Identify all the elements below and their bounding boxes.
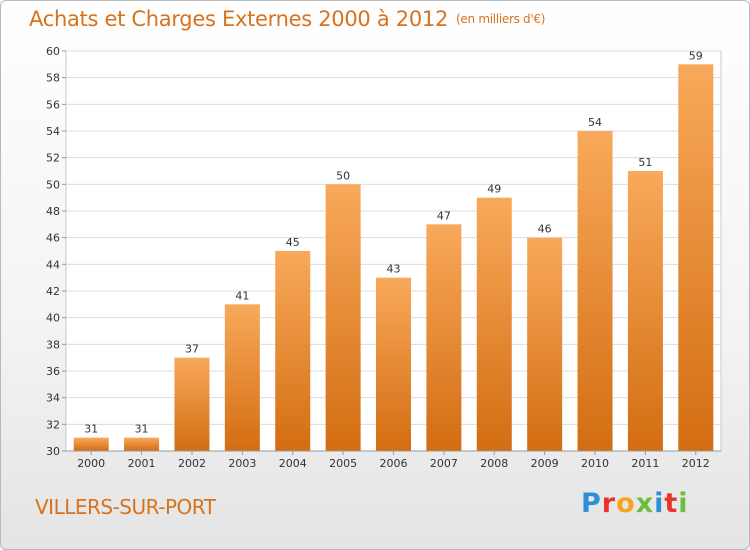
bar-value-label: 50 (336, 169, 350, 182)
x-tick-label: 2000 (77, 457, 105, 470)
y-tick-label: 40 (46, 312, 60, 325)
bar (678, 64, 714, 452)
bar-value-label: 47 (437, 209, 451, 222)
bar-value-label: 31 (135, 423, 149, 436)
bar (627, 171, 663, 451)
bar (476, 197, 512, 451)
bar-value-label: 54 (588, 116, 602, 129)
bar-value-label: 31 (84, 423, 98, 436)
bar-value-label: 41 (235, 289, 249, 302)
x-tick-label: 2009 (531, 457, 559, 470)
x-tick-label: 2012 (682, 457, 710, 470)
bar (376, 277, 411, 451)
bar (527, 237, 563, 451)
x-tick-label: 2006 (380, 457, 408, 470)
bar-value-label: 43 (387, 263, 401, 276)
y-tick-label: 30 (46, 445, 60, 458)
y-tick-label: 60 (46, 45, 60, 58)
y-tick-label: 42 (46, 285, 60, 298)
bar (124, 437, 160, 451)
chart-title: Achats et Charges Externes 2000 à 2012 (29, 7, 449, 31)
y-tick-label: 34 (46, 392, 60, 405)
y-tick-label: 46 (46, 232, 60, 245)
bar-value-label: 59 (689, 49, 703, 62)
bar (174, 357, 210, 451)
x-tick-label: 2005 (329, 457, 357, 470)
y-tick-label: 58 (46, 72, 60, 85)
bar (325, 184, 361, 452)
x-tick-label: 2008 (480, 457, 508, 470)
y-tick-label: 44 (46, 258, 60, 271)
bar (275, 251, 311, 451)
y-tick-label: 54 (46, 125, 60, 138)
proxiti-logo: Proxiti (581, 488, 689, 519)
bar-value-label: 49 (487, 183, 501, 196)
bar-value-label: 37 (185, 343, 199, 356)
y-tick-label: 48 (46, 205, 60, 218)
y-tick-label: 50 (46, 178, 60, 191)
chart-subtitle: (en milliers d'€) (456, 12, 546, 26)
bar-value-label: 51 (638, 156, 652, 169)
x-tick-label: 2001 (128, 457, 156, 470)
x-tick-label: 2010 (581, 457, 609, 470)
x-tick-label: 2004 (279, 457, 307, 470)
y-tick-label: 36 (46, 365, 60, 378)
y-tick-label: 56 (46, 98, 60, 111)
y-tick-label: 52 (46, 152, 60, 165)
bar (73, 437, 109, 451)
x-tick-label: 2002 (178, 457, 206, 470)
bar-value-label: 46 (538, 223, 552, 236)
bar (224, 304, 260, 451)
commune-name: VILLERS-SUR-PORT (35, 495, 216, 519)
bar-value-label: 45 (286, 236, 300, 249)
bar (426, 224, 462, 451)
x-tick-label: 2003 (228, 457, 256, 470)
y-tick-label: 38 (46, 338, 60, 351)
bar (577, 131, 613, 451)
x-tick-label: 2007 (430, 457, 458, 470)
x-tick-label: 2011 (631, 457, 659, 470)
y-tick-label: 32 (46, 418, 60, 431)
chart-title-block: Achats et Charges Externes 2000 à 2012 (e… (29, 7, 545, 31)
